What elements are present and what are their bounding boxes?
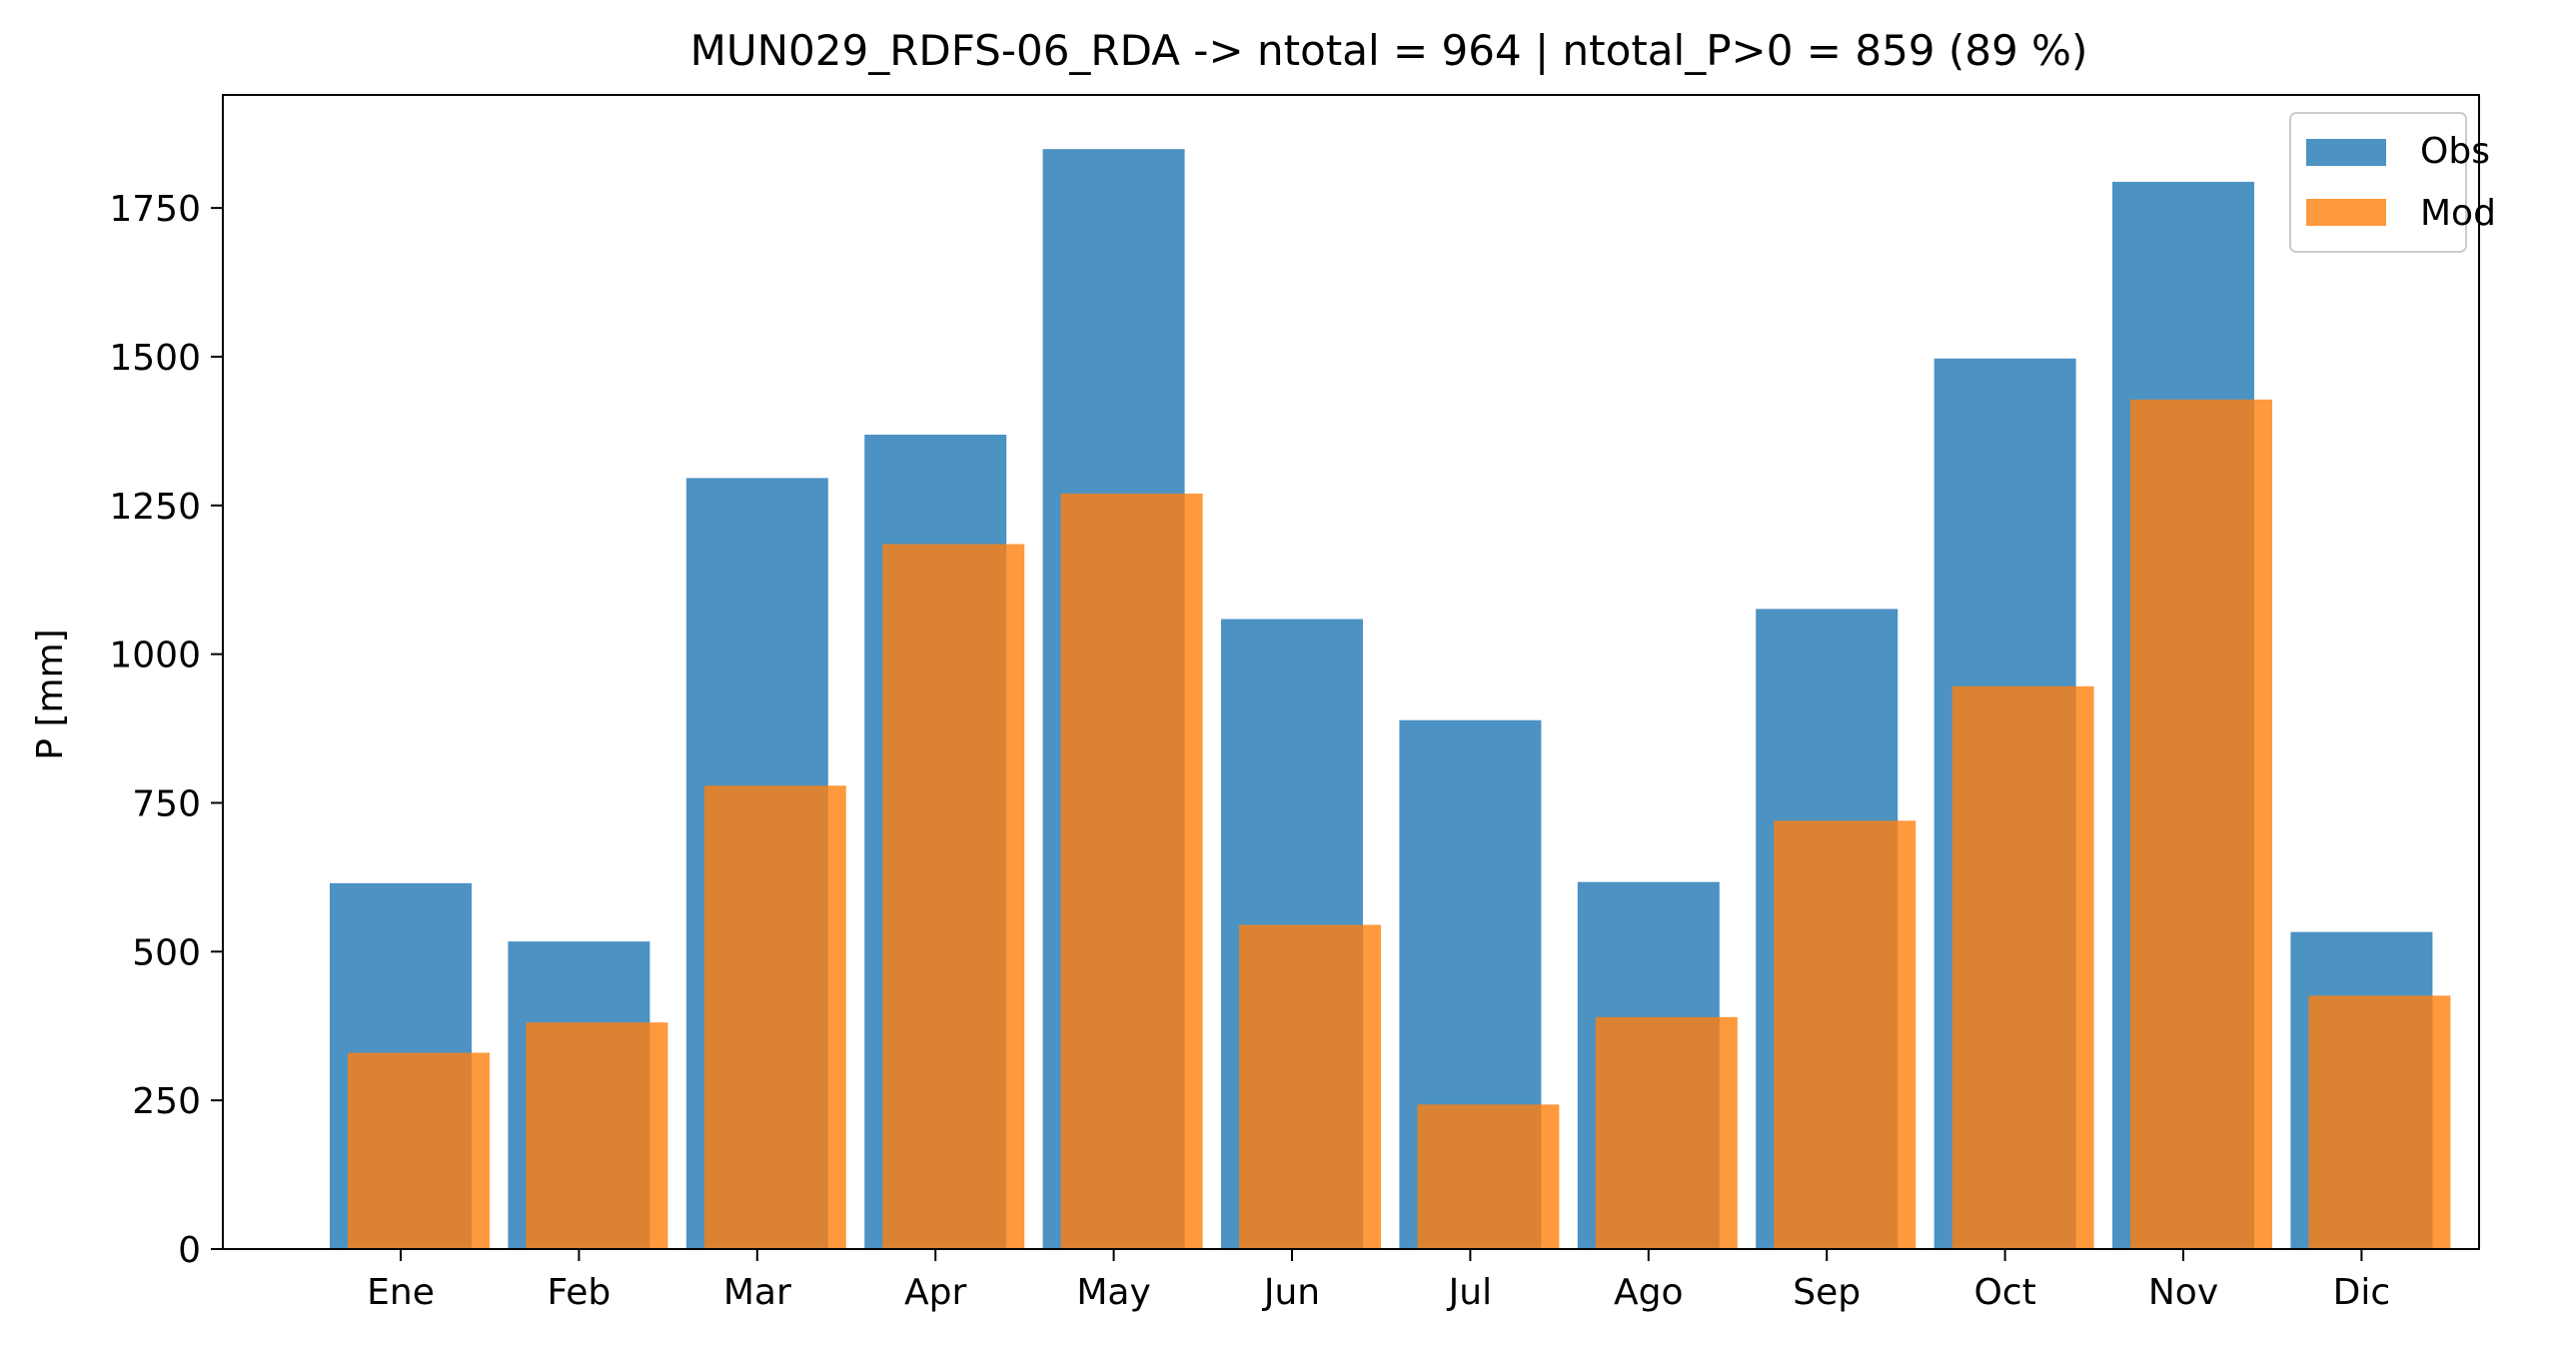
x-tick-label-ene: Ene xyxy=(367,1272,435,1313)
x-tick-label-nov: Nov xyxy=(2148,1272,2218,1313)
x-tick-label-dic: Dic xyxy=(2333,1272,2391,1313)
legend-swatch-mod xyxy=(2306,199,2386,226)
x-tick-label-jun: Jun xyxy=(1262,1272,1320,1313)
x-tick-label-ago: Ago xyxy=(1614,1272,1684,1313)
bar-mod-may xyxy=(1060,493,1203,1250)
y-tick-label: 1750 xyxy=(109,189,201,230)
x-tick-label-oct: Oct xyxy=(1973,1272,2035,1313)
y-tick-label: 750 xyxy=(132,783,201,824)
legend-label-mod: Mod xyxy=(2420,193,2496,234)
bar-mod-apr xyxy=(882,544,1025,1249)
bar-mod-jul xyxy=(1417,1104,1560,1249)
bar-mod-sep xyxy=(1774,820,1917,1249)
x-tick-label-apr: Apr xyxy=(904,1272,966,1313)
bar-mod-jun xyxy=(1239,924,1381,1249)
y-tick-label: 0 xyxy=(178,1230,201,1271)
legend: Obs Mod xyxy=(2289,112,2496,253)
x-axis-ticks: Ene Feb Mar Apr May Jun Jul Ago Sep Oct Nov Dic xyxy=(367,1249,2390,1313)
x-tick-label-sep: Sep xyxy=(1793,1272,1861,1313)
y-tick-label: 1500 xyxy=(109,338,201,379)
plot-frame xyxy=(222,94,2480,1250)
x-tick-label-jul: Jul xyxy=(1447,1272,1492,1313)
bar-mod-ago xyxy=(1595,1016,1738,1249)
x-tick-label-may: May xyxy=(1076,1272,1150,1313)
y-tick-label: 1000 xyxy=(109,636,201,676)
y-tick-label: 1250 xyxy=(109,487,201,528)
bar-mod-oct xyxy=(1951,685,2094,1249)
legend-swatch-obs xyxy=(2306,139,2386,166)
chart-title: MUN029_RDFS-06_RDA -> ntotal = 964 | nto… xyxy=(690,26,2088,75)
mod-bars xyxy=(348,399,2451,1250)
x-tick-label-feb: Feb xyxy=(548,1272,612,1313)
bar-mod-nov xyxy=(2130,399,2272,1250)
y-axis-ticks: 0 250 500 750 1000 1250 1500 1750 xyxy=(109,189,223,1271)
bar-mod-feb xyxy=(526,1022,668,1249)
plot-area: 0 250 500 750 1000 1250 1500 1750 Ene Feb Mar Apr M… xyxy=(109,94,2480,1313)
y-tick-label: 250 xyxy=(132,1081,201,1122)
y-tick-label: 500 xyxy=(132,932,201,973)
y-axis-label: P [mm] xyxy=(30,629,71,759)
bar-mod-ene xyxy=(348,1052,490,1249)
x-tick-label-mar: Mar xyxy=(723,1272,791,1313)
legend-label-obs: Obs xyxy=(2420,131,2490,172)
bar-mod-dic xyxy=(2308,995,2451,1249)
bar-mod-mar xyxy=(703,785,846,1249)
